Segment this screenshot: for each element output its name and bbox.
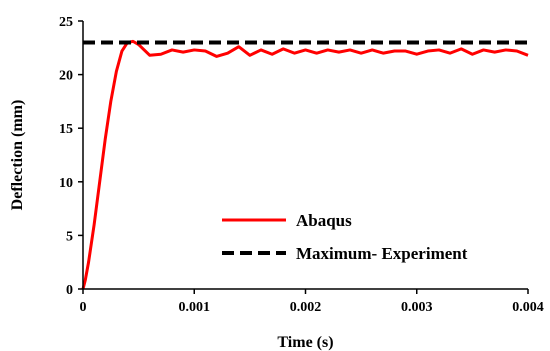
y-tick-label: 10 [59, 176, 73, 191]
y-tick-label: 15 [59, 122, 73, 137]
legend-label-maximum-experiment: Maximum- Experiment [296, 244, 468, 263]
ticks-layer: 0 0.001 0.002 0.003 0.004 0 5 10 15 20 25 [59, 15, 544, 315]
x-tick-label: 0.002 [290, 300, 322, 315]
x-axis-title: Time (s) [277, 334, 333, 351]
x-tick-label: 0.001 [179, 300, 211, 315]
series-layer [81, 39, 529, 290]
y-tick-label: 5 [66, 229, 73, 244]
x-tick-label: 0.003 [401, 300, 433, 315]
legend-label-abaqus: Abaqus [296, 211, 352, 230]
x-tick-label: 0.004 [512, 300, 544, 315]
x-tick-label: 0 [80, 300, 87, 315]
y-tick-label: 0 [66, 283, 73, 298]
y-tick-label: 25 [59, 15, 73, 30]
y-tick-label: 20 [59, 69, 73, 84]
y-axis-title: Deflection (mm) [9, 100, 26, 211]
series-line-abaqus [81, 39, 529, 290]
legend: Abaqus Maximum- Experiment [222, 211, 468, 263]
